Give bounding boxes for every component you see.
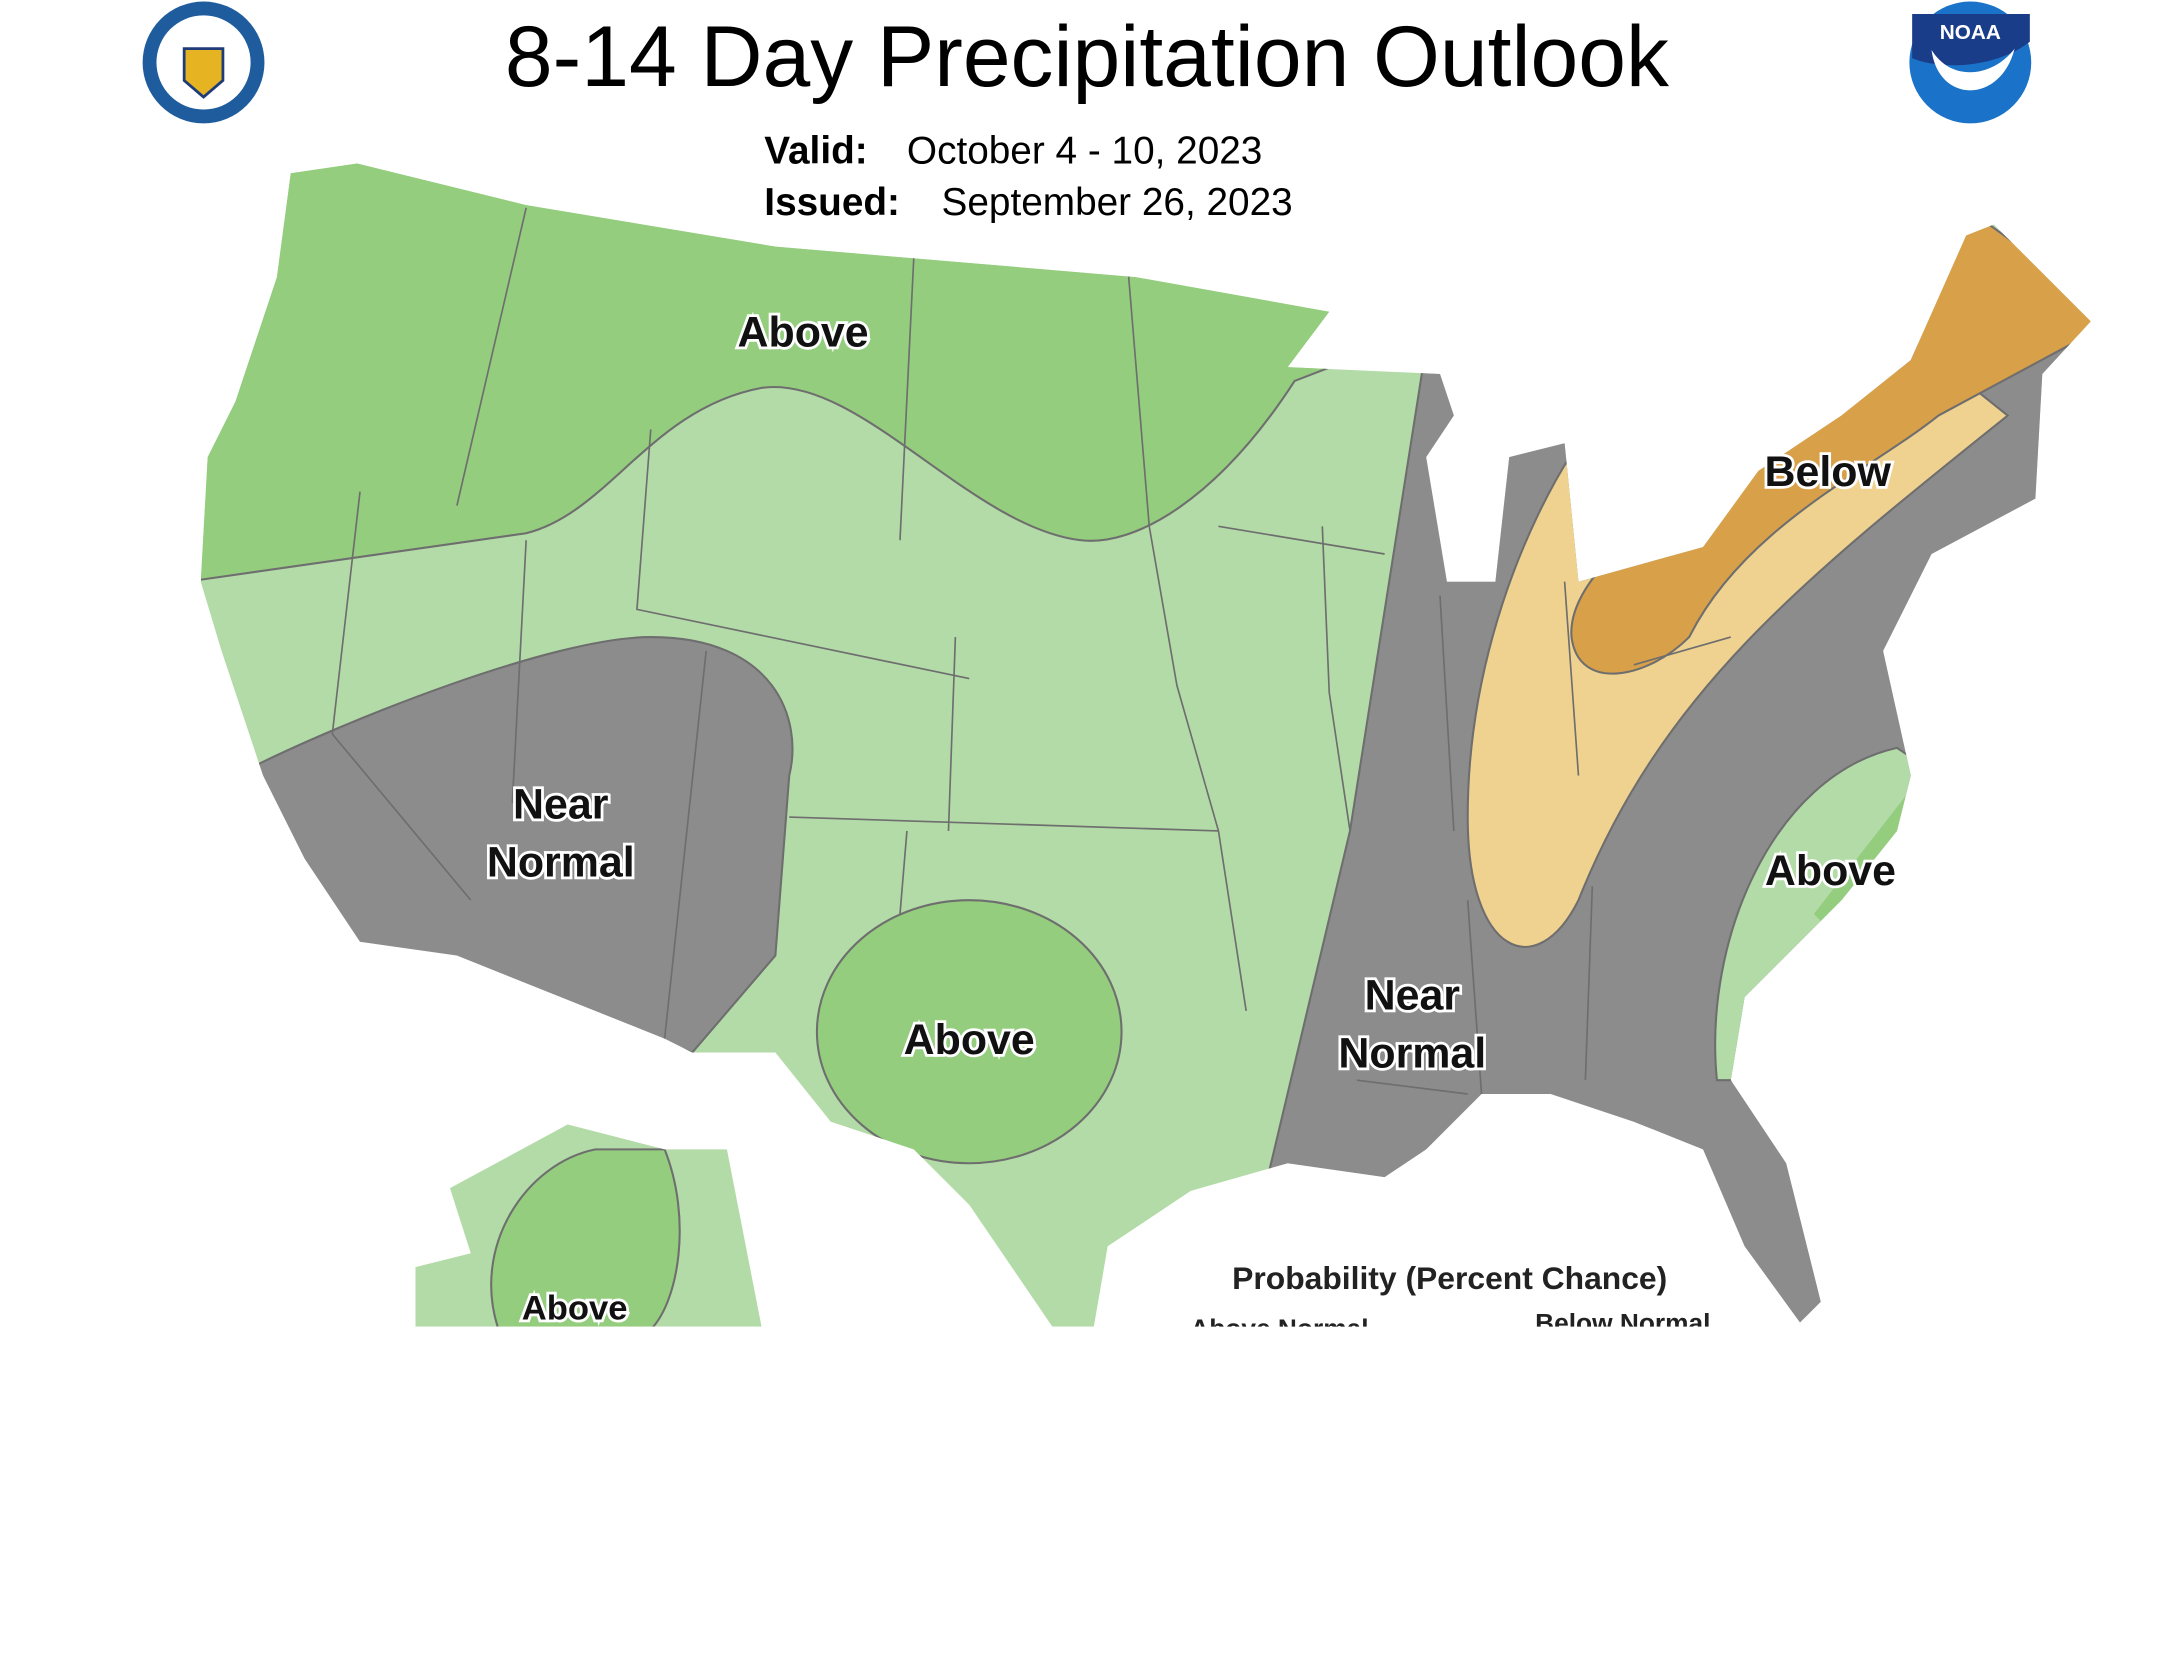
region-label: Normal bbox=[1338, 1030, 1486, 1078]
alaska bbox=[415, 1124, 762, 1327]
valid-date: October 4 - 10, 2023 bbox=[907, 130, 1262, 173]
region-label: Below bbox=[1765, 448, 1892, 496]
issued-date: September 26, 2023 bbox=[942, 181, 1293, 224]
state-borders bbox=[331, 207, 1731, 1095]
map: Above Below Near Normal Above Near Norma… bbox=[200, 163, 2091, 1344]
conus bbox=[200, 163, 2091, 1327]
region-label: Near bbox=[1365, 972, 1461, 1020]
valid-label: Valid: bbox=[764, 130, 867, 173]
region-label: Above bbox=[1765, 847, 1896, 895]
noaa-text: NOAA bbox=[1940, 21, 2001, 44]
legend-title: Probability (Percent Chance) bbox=[1232, 1260, 1667, 1296]
title: 8-14 Day Precipitation Outlook bbox=[505, 9, 1670, 105]
commerce-seal bbox=[142, 1, 265, 124]
above-texas bbox=[815, 899, 1123, 1165]
region-label: Normal bbox=[487, 839, 635, 887]
region-label: Above bbox=[904, 1016, 1035, 1064]
region-label: Above bbox=[738, 308, 869, 356]
issued-label: Issued: bbox=[764, 181, 900, 224]
legend-column: Below Normal bbox=[1535, 1308, 1710, 1338]
region-label: Near bbox=[513, 780, 609, 828]
noaa-logo: NOAA bbox=[1909, 1, 2032, 124]
region-label: Above bbox=[522, 1290, 628, 1328]
legend-column: Above Normal bbox=[1190, 1314, 1368, 1344]
